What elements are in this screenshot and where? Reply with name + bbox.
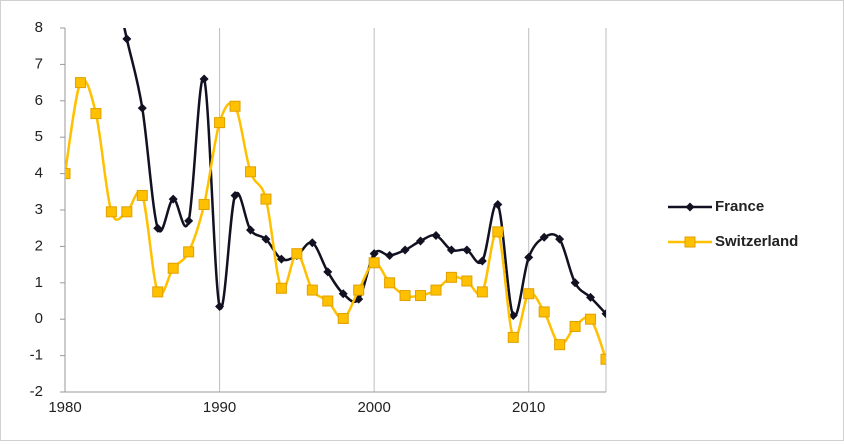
marker <box>199 74 209 84</box>
marker <box>275 282 287 294</box>
marker <box>462 245 472 255</box>
marker <box>183 246 195 258</box>
marker <box>554 339 566 351</box>
marker <box>323 267 333 277</box>
marker <box>476 286 488 298</box>
legend-marker <box>684 236 696 248</box>
x-tick-label: 1980 <box>48 399 81 416</box>
marker <box>152 286 164 298</box>
legend-marker <box>685 202 695 212</box>
marker <box>338 289 348 299</box>
marker <box>523 288 535 300</box>
x-tick-label: 2000 <box>357 399 390 416</box>
marker <box>307 238 317 248</box>
marker <box>585 313 597 325</box>
marker <box>122 34 132 44</box>
y-tick-label: 2 <box>35 237 43 254</box>
marker <box>524 252 534 262</box>
marker <box>416 236 426 246</box>
marker <box>322 295 334 307</box>
y-tick-label: 3 <box>35 201 43 218</box>
marker <box>400 245 410 255</box>
marker <box>477 256 487 266</box>
marker <box>153 223 163 233</box>
y-tick-label: -2 <box>30 383 43 400</box>
marker <box>368 257 380 269</box>
y-tick-label: 5 <box>35 128 43 145</box>
marker <box>306 284 318 296</box>
marker <box>244 166 256 178</box>
marker <box>538 306 550 318</box>
marker <box>245 225 255 235</box>
marker <box>137 103 147 113</box>
marker <box>184 216 194 226</box>
marker <box>539 232 549 242</box>
marker <box>276 254 286 264</box>
marker <box>399 290 411 302</box>
marker <box>493 200 503 210</box>
marker <box>384 277 396 289</box>
marker <box>167 262 179 274</box>
marker <box>492 226 504 238</box>
y-tick-label: 8 <box>35 19 43 36</box>
y-tick-label: 0 <box>35 310 43 327</box>
marker <box>214 117 226 129</box>
marker <box>445 271 457 283</box>
marker <box>105 206 117 218</box>
marker <box>261 234 271 244</box>
marker <box>353 284 365 296</box>
marker <box>385 251 395 260</box>
marker <box>461 275 473 287</box>
y-tick-label: -1 <box>30 347 43 364</box>
marker <box>74 77 86 89</box>
legend-label: France <box>715 198 764 215</box>
marker <box>601 309 606 319</box>
marker <box>168 194 178 204</box>
marker <box>136 189 148 201</box>
y-tick-label: 1 <box>35 274 43 291</box>
marker <box>90 108 102 120</box>
marker <box>415 290 427 302</box>
x-tick-label: 2010 <box>512 399 545 416</box>
marker <box>65 168 71 180</box>
marker <box>121 206 133 218</box>
marker <box>215 301 225 311</box>
marker <box>431 230 441 240</box>
marker <box>586 292 596 302</box>
y-tick-label: 4 <box>35 165 43 182</box>
x-tick-label: 1990 <box>203 399 236 416</box>
marker <box>570 278 580 288</box>
marker <box>430 284 442 296</box>
marker <box>569 320 581 332</box>
marker <box>446 245 456 255</box>
plot-area <box>65 28 606 365</box>
marker <box>508 311 518 321</box>
marker <box>507 331 519 343</box>
legend-label: Switzerland <box>715 233 798 250</box>
y-tick-label: 7 <box>35 55 43 72</box>
marker <box>198 199 210 211</box>
marker <box>291 248 303 260</box>
marker <box>229 100 241 112</box>
marker <box>337 312 349 324</box>
marker <box>600 353 606 365</box>
marker <box>369 249 379 259</box>
marker <box>230 190 240 200</box>
marker <box>260 193 272 205</box>
marker <box>555 234 565 244</box>
y-tick-label: 6 <box>35 92 43 109</box>
